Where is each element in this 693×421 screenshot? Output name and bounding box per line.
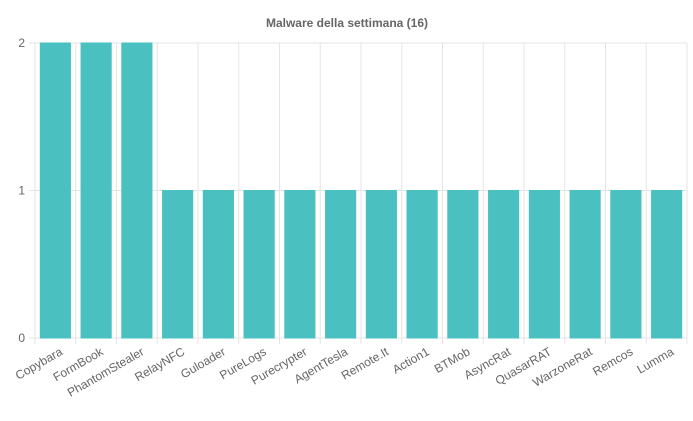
bar-formbook [80,42,112,339]
bar-agenttesla [325,190,357,339]
y-tick-label: 1 [18,184,25,198]
chart-title: Malware della settimana (16) [266,16,428,30]
bar-remoteit [365,190,397,339]
bar-remcos [610,190,642,339]
x-axis: CopybaraFormBookPhantomStealerRelayNFCGu… [13,344,677,400]
bar-purelogs [243,190,275,339]
x-tick-label: Remote.It [339,344,392,382]
bar-action1 [406,190,438,339]
bar-purecrypter [284,190,316,339]
bar-quasarrat [528,190,560,339]
bar-guloader [202,190,234,339]
bar-warzonerat [569,190,601,339]
bar-btmob [447,190,479,339]
y-tick-label: 2 [18,36,25,50]
x-tick-label: Remcos [590,344,635,378]
x-tick-label: Lumma [634,344,676,376]
bars [39,42,683,339]
x-tick-label: Action1 [390,344,432,376]
y-tick-label: 0 [18,331,25,345]
bar-phantomstealer [121,42,153,339]
bar-asyncrat [488,190,520,339]
bar-relaynfc [162,190,194,339]
bar-lumma [651,190,683,339]
bar-copybara [39,42,71,339]
y-axis: 0 1 2 [18,36,25,345]
